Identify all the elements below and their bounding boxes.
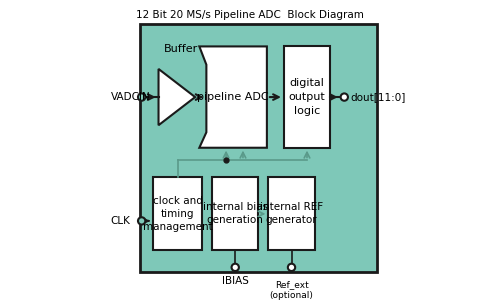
Polygon shape bbox=[158, 69, 195, 125]
Text: pipeline ADC: pipeline ADC bbox=[198, 92, 269, 102]
Polygon shape bbox=[200, 47, 267, 148]
Text: VADCIN: VADCIN bbox=[110, 92, 150, 102]
Circle shape bbox=[340, 93, 348, 101]
Text: internal REF
generator: internal REF generator bbox=[260, 202, 323, 226]
Text: Buffer: Buffer bbox=[164, 44, 198, 54]
Text: digital
output
logic: digital output logic bbox=[288, 78, 326, 116]
Circle shape bbox=[232, 264, 239, 271]
Circle shape bbox=[138, 217, 145, 225]
FancyBboxPatch shape bbox=[284, 47, 330, 148]
FancyBboxPatch shape bbox=[140, 24, 376, 271]
Text: CLK: CLK bbox=[110, 216, 130, 226]
FancyBboxPatch shape bbox=[153, 177, 202, 250]
Text: internal bias
generation: internal bias generation bbox=[202, 202, 268, 226]
Text: clock and
timing
management: clock and timing management bbox=[142, 196, 212, 232]
Circle shape bbox=[138, 93, 145, 101]
FancyBboxPatch shape bbox=[212, 177, 258, 250]
Text: IBIAS: IBIAS bbox=[222, 276, 248, 286]
FancyBboxPatch shape bbox=[268, 177, 314, 250]
Circle shape bbox=[288, 264, 295, 271]
Text: dout[11:0]: dout[11:0] bbox=[350, 92, 406, 102]
Text: 12 Bit 20 MS/s Pipeline ADC  Block Diagram: 12 Bit 20 MS/s Pipeline ADC Block Diagra… bbox=[136, 10, 364, 20]
Text: Ref_ext
(optional): Ref_ext (optional) bbox=[270, 280, 314, 300]
